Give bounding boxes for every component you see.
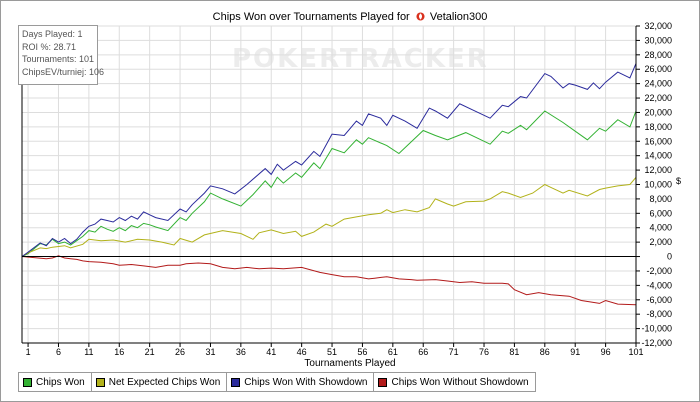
- y-tick-label: 4,000: [649, 223, 672, 233]
- x-tick-label: 61: [388, 347, 398, 357]
- legend-item-with-showdown[interactable]: Chips Won With Showdown: [227, 373, 375, 391]
- y-tick-label: 24,000: [644, 79, 672, 89]
- y-tick-label: 16,000: [644, 136, 672, 146]
- y-tick-label: 28,000: [644, 50, 672, 60]
- series-line-net-expected-chips-won: [21, 176, 637, 257]
- x-tick-label: 26: [175, 347, 185, 357]
- x-tick-label: 66: [418, 347, 428, 357]
- axis-layer: -12,000 -10,000 -8,000 -6,000 -4,000 -2,000 0 2…: [21, 21, 672, 357]
- legend-item-net-expected[interactable]: Net Expected Chips Won: [92, 373, 228, 391]
- x-tick-label: 71: [449, 347, 459, 357]
- x-tick-label: 101: [628, 347, 643, 357]
- stat-roi: ROI %: 28.71: [22, 41, 77, 52]
- y-tick-label: -6,000: [646, 295, 672, 305]
- y-tick-label: 0: [667, 252, 672, 262]
- y-tick-label: 20,000: [644, 107, 672, 117]
- series-line-chips-won-with-showdown: [21, 63, 637, 257]
- legend-item-without-showdown[interactable]: Chips Won Without Showdown: [374, 373, 534, 391]
- x-tick-label: 81: [509, 347, 519, 357]
- series-line-chips-won-without-showdown: [21, 255, 637, 306]
- chart-title: Chips Won over Tournaments Played for Ve…: [0, 11, 700, 23]
- y-tick-label: 8,000: [649, 194, 672, 204]
- stat-tournaments: Tournaments: 101: [22, 54, 95, 64]
- x-tick-label: 51: [327, 347, 337, 357]
- x-tick-label: 56: [357, 347, 367, 357]
- x-tick-label: 46: [297, 347, 307, 357]
- x-tick-label: 76: [479, 347, 489, 357]
- y-tick-label: -2,000: [646, 266, 672, 276]
- y-tick-label: -4,000: [646, 280, 672, 290]
- y-tick-label: -10,000: [641, 324, 672, 334]
- x-tick-label: 41: [266, 347, 276, 357]
- x-tick-label: 16: [114, 347, 124, 357]
- y-tick-label: 32,000: [644, 21, 672, 31]
- stat-days-played: Days Played: 1: [22, 29, 83, 39]
- y-tick-label: 2,000: [649, 237, 672, 247]
- y-tick-label: 10,000: [644, 180, 672, 190]
- stat-chipsev: ChipsEV/turniej: 106: [22, 66, 105, 77]
- legend-swatch: [23, 377, 32, 387]
- y-tick-label: 14,000: [644, 151, 672, 161]
- legend-label: Chips Won Without Showdown: [391, 376, 529, 388]
- legend-swatch: [95, 377, 105, 387]
- legend: Chips Won Net Expected Chips Won Chips W…: [18, 372, 536, 392]
- x-tick-label: 11: [84, 347, 93, 357]
- y-tick-label: 18,000: [644, 122, 672, 132]
- x-tick-label: 91: [570, 347, 580, 357]
- x-tick-label: 96: [601, 347, 611, 357]
- x-tick-label: 6: [56, 347, 61, 357]
- y-axis-unit: $: [676, 176, 682, 186]
- y-tick-label: -8,000: [646, 309, 672, 319]
- legend-label: Chips Won: [36, 376, 85, 388]
- x-axis-label: Tournaments Played: [304, 358, 396, 369]
- x-tick-label: 1: [26, 347, 31, 357]
- y-tick-label: 26,000: [644, 64, 672, 74]
- series-line-chips-won: [21, 110, 637, 257]
- series-layer: [21, 63, 637, 306]
- x-tick-label: 21: [145, 347, 155, 357]
- chart-title-prefix: Chips Won over Tournaments Played for: [212, 11, 410, 23]
- x-tick-label: 31: [205, 347, 215, 357]
- y-tick-label: 30,000: [644, 35, 672, 45]
- legend-swatch: [231, 377, 241, 387]
- x-tick-label: 86: [540, 347, 550, 357]
- legend-swatch: [378, 377, 388, 387]
- x-tick-label: 36: [236, 347, 246, 357]
- y-tick-label: 12,000: [644, 165, 672, 175]
- y-tick-label: 6,000: [649, 208, 672, 218]
- legend-label: Net Expected Chips Won: [108, 376, 221, 388]
- grid-layer: [22, 25, 637, 344]
- player-flame-icon: [416, 12, 425, 21]
- stats-box: Days Played: 1 ROI %: 28.71 Tournaments:…: [18, 25, 105, 85]
- legend-item-chips-won[interactable]: Chips Won: [19, 373, 92, 391]
- legend-label: Chips Won With Showdown: [244, 376, 368, 388]
- y-tick-label: -12,000: [641, 338, 672, 348]
- chart-title-player: Vetalion300: [429, 11, 488, 23]
- y-tick-label: 22,000: [644, 93, 672, 103]
